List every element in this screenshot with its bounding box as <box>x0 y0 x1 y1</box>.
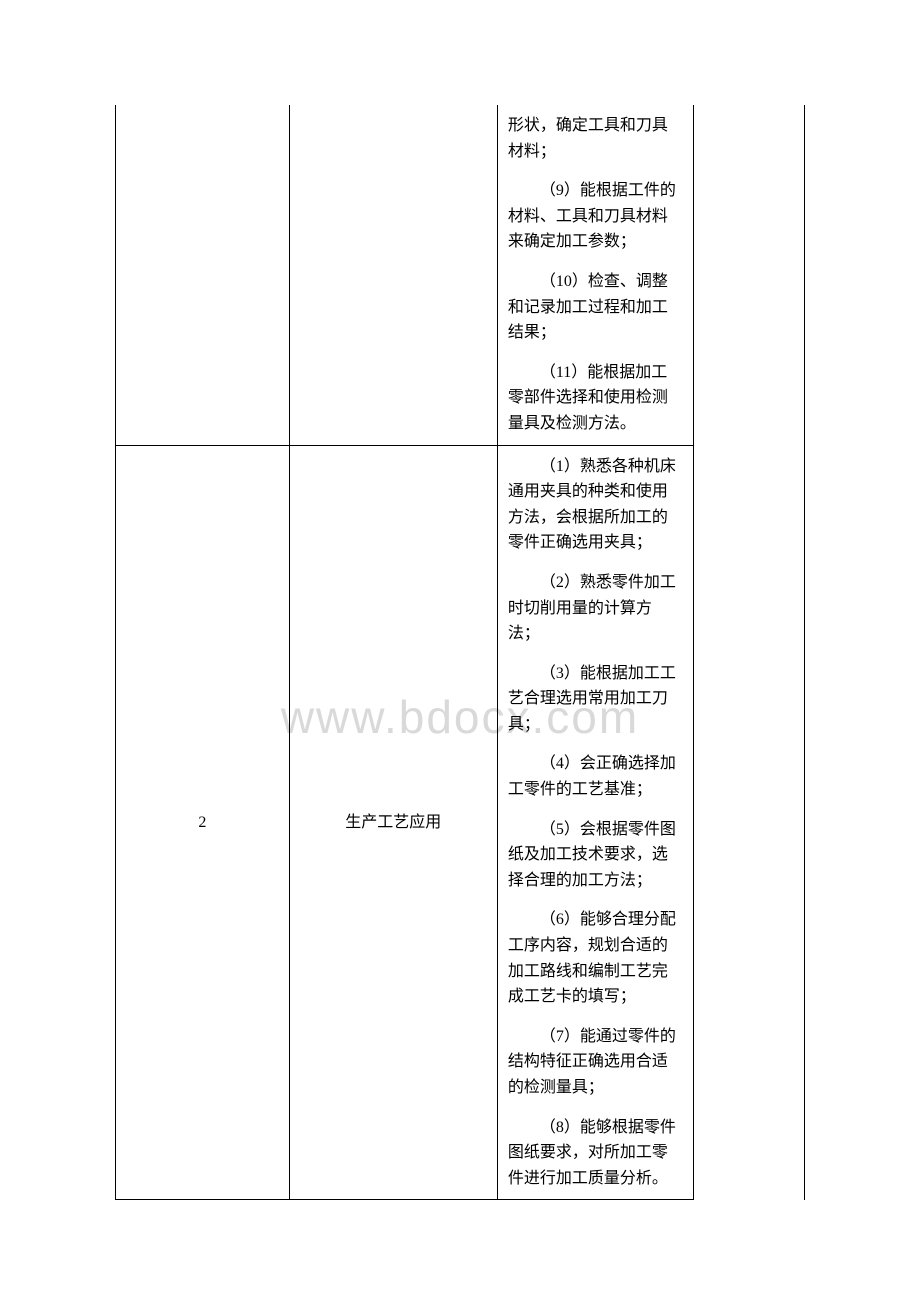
document-page: 形状，确定工具和刀具材料； （9）能根据工件的材料、工具和刀具材料来确定加工参数… <box>0 0 920 1260</box>
list-item: （2）熟悉零件加工时切削用量的计算方法； <box>508 570 683 647</box>
row1-col1 <box>116 105 290 445</box>
list-item: （5）会根据零件图纸及加工技术要求，选择合理的加工方法； <box>508 817 683 894</box>
list-item: （9）能根据工件的材料、工具和刀具材料来确定加工参数； <box>508 178 683 255</box>
row2-col3: （1）熟悉各种机床通用夹具的种类和使用方法，会根据所加工的零件正确选用夹具； （… <box>497 445 693 1200</box>
list-item: 形状，确定工具和刀具材料； <box>508 113 683 164</box>
table-row: 形状，确定工具和刀具材料； （9）能根据工件的材料、工具和刀具材料来确定加工参数… <box>116 105 805 445</box>
row1-col3: 形状，确定工具和刀具材料； （9）能根据工件的材料、工具和刀具材料来确定加工参数… <box>497 105 693 445</box>
list-item: （7）能通过零件的结构特征正确选用合适的检测量具； <box>508 1024 683 1101</box>
row2-col4 <box>693 445 804 1200</box>
row1-col2 <box>289 105 497 445</box>
list-item: （8）能够根据零件图纸要求，对所加工零件进行加工质量分析。 <box>508 1115 683 1192</box>
table-row: 2 生产工艺应用 （1）熟悉各种机床通用夹具的种类和使用方法，会根据所加工的零件… <box>116 445 805 1200</box>
list-item: （10）检查、调整和记录加工过程和加工结果； <box>508 269 683 346</box>
row2-col1: 2 <box>116 445 290 1200</box>
row1-col4 <box>693 105 804 445</box>
list-item: （11）能根据加工零部件选择和使用检测量具及检测方法。 <box>508 360 683 437</box>
list-item: （1）熟悉各种机床通用夹具的种类和使用方法，会根据所加工的零件正确选用夹具； <box>508 454 683 556</box>
list-item: （3）能根据加工工艺合理选用常用加工刀具； <box>508 661 683 738</box>
list-item: （4）会正确选择加工零件的工艺基准； <box>508 751 683 802</box>
list-item: （6）能够合理分配工序内容，规划合适的加工路线和编制工艺完成工艺卡的填写； <box>508 907 683 1009</box>
content-table: 形状，确定工具和刀具材料； （9）能根据工件的材料、工具和刀具材料来确定加工参数… <box>115 105 805 1200</box>
row2-col2: 生产工艺应用 <box>289 445 497 1200</box>
